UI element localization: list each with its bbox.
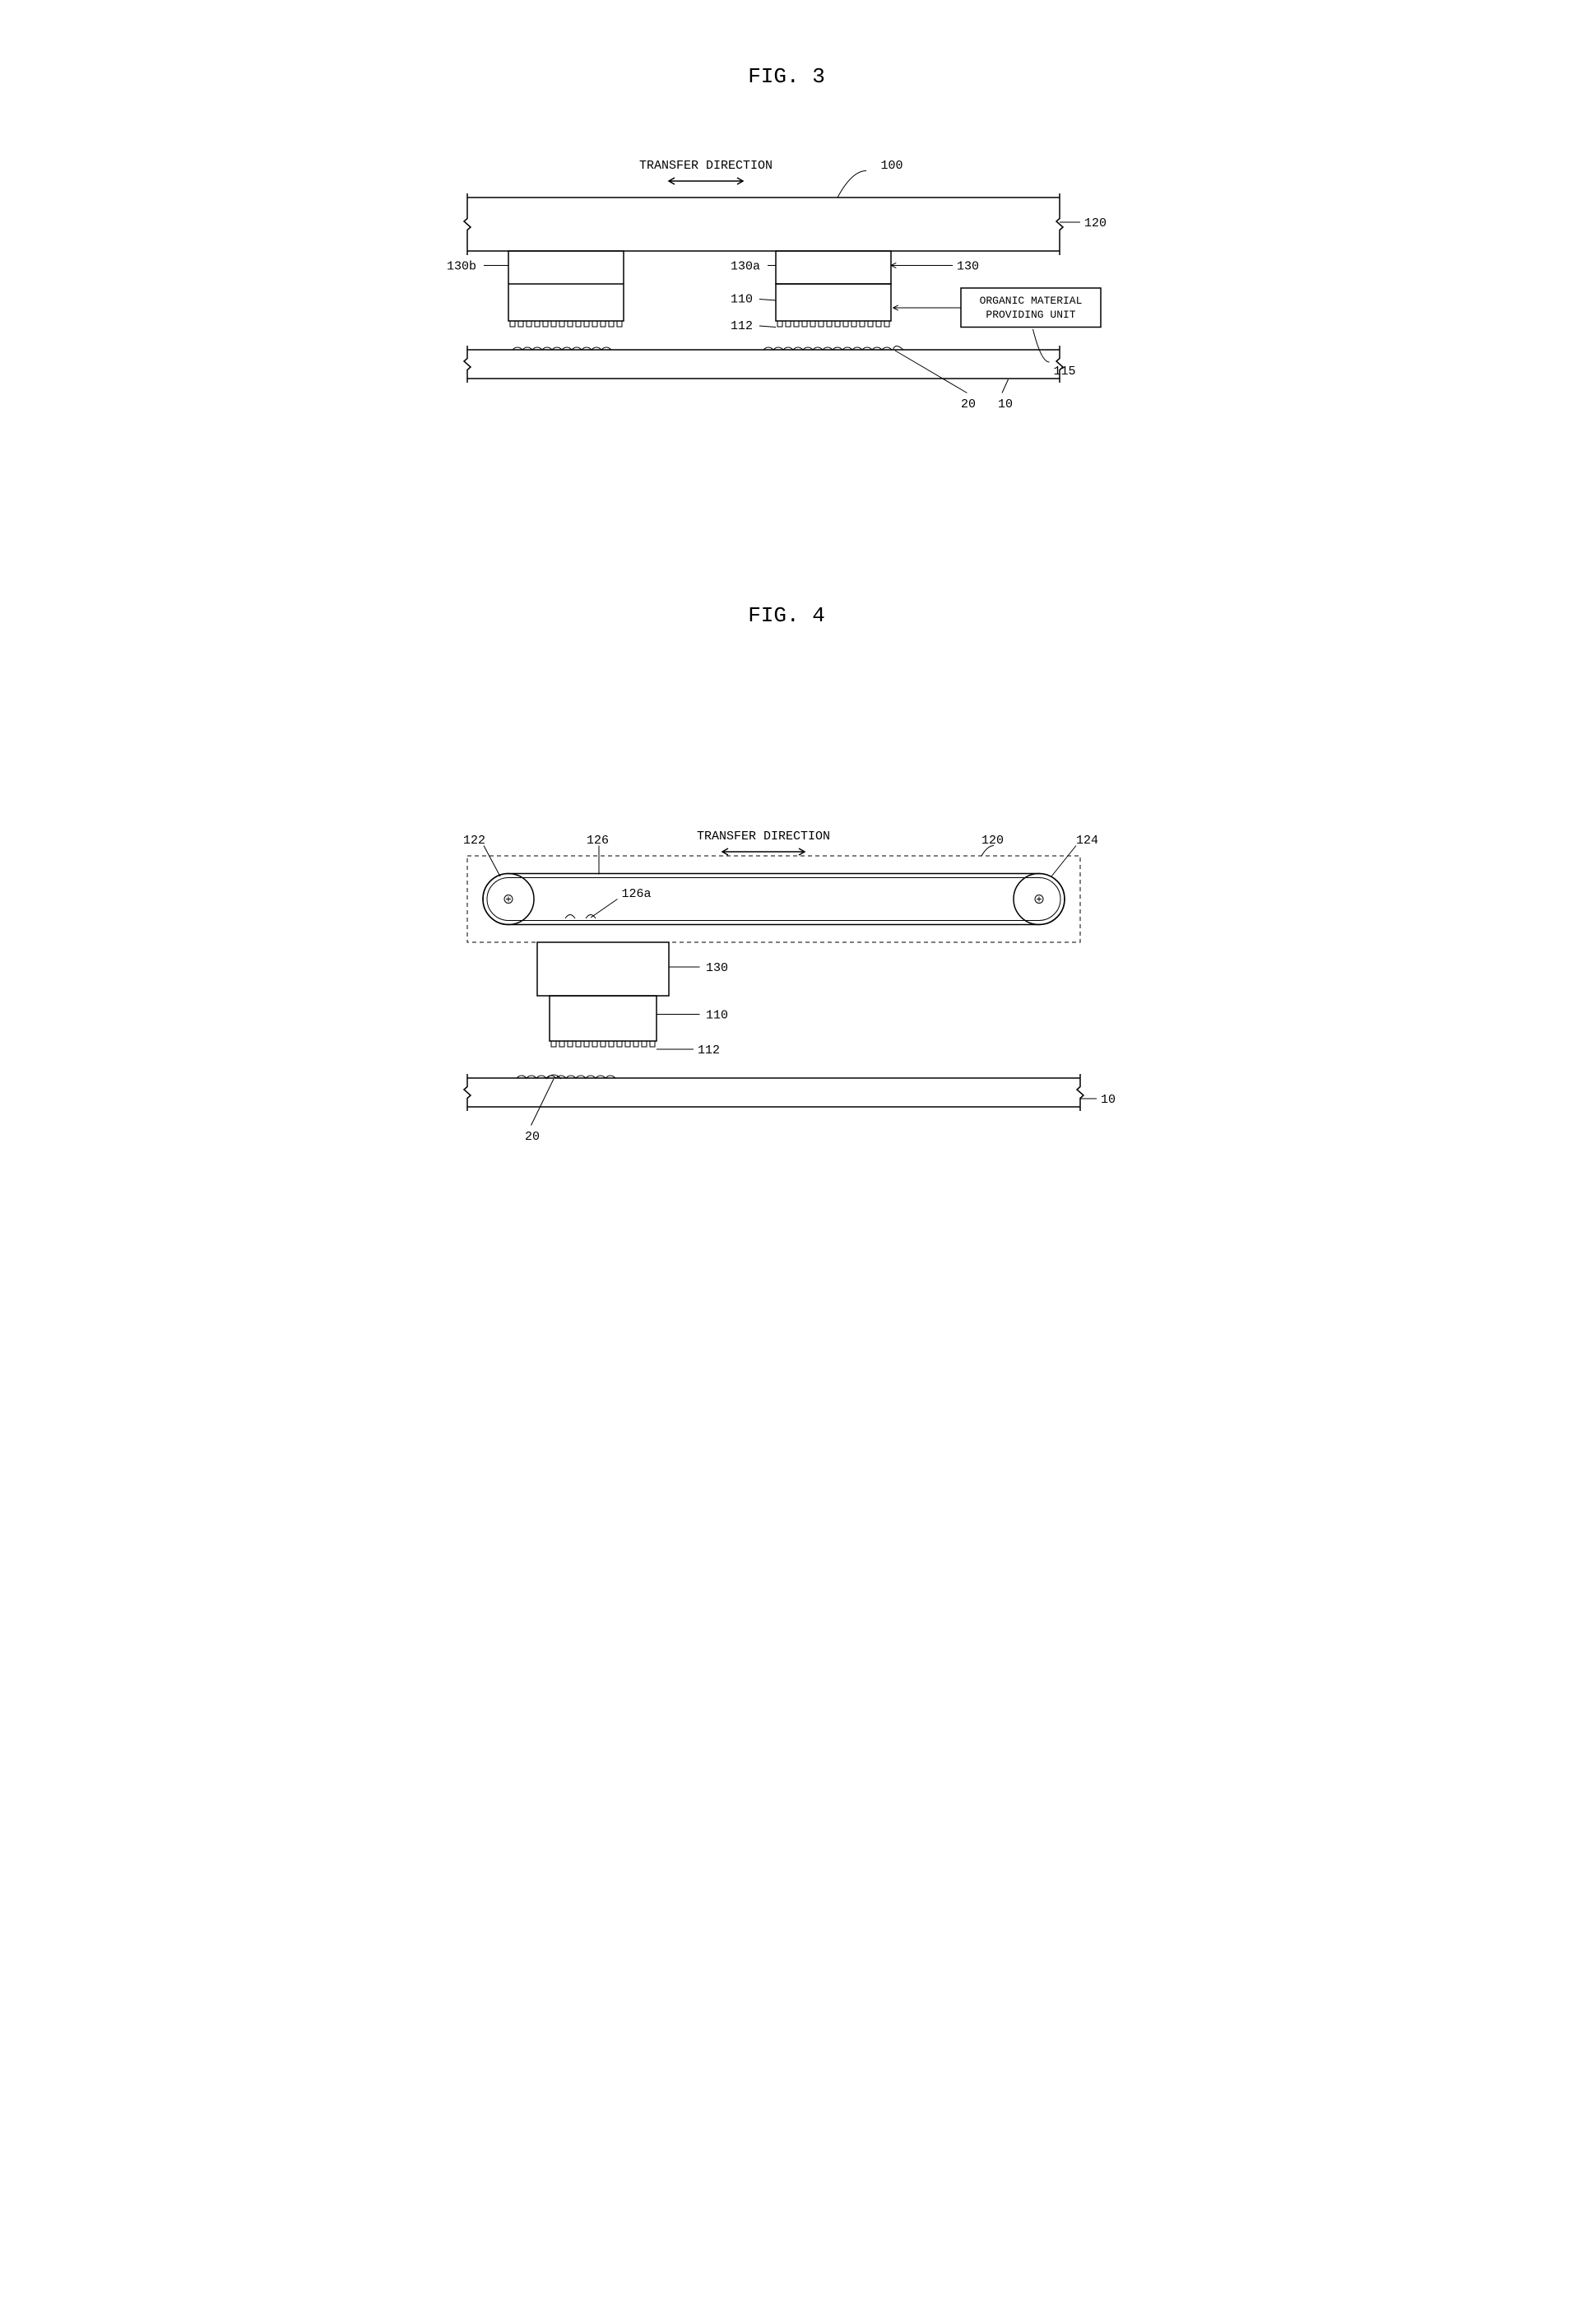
svg-text:126: 126 [587, 834, 609, 848]
svg-text:130: 130 [706, 961, 728, 975]
svg-text:TRANSFER DIRECTION: TRANSFER DIRECTION [639, 159, 773, 173]
svg-text:FIG. 4: FIG. 4 [748, 603, 825, 628]
svg-text:TRANSFER DIRECTION: TRANSFER DIRECTION [697, 830, 830, 844]
diagram-canvas: FIG. 3 TRANSFER DIRECTION 100 120 130b 130a 11… [393, 33, 1180, 1195]
svg-text:10: 10 [998, 397, 1013, 411]
svg-text:110: 110 [731, 293, 753, 307]
svg-text:110: 110 [706, 1009, 728, 1023]
svg-text:FIG. 3: FIG. 3 [748, 64, 825, 89]
svg-text:10: 10 [1101, 1093, 1116, 1107]
svg-text:20: 20 [961, 397, 976, 411]
svg-text:122: 122 [463, 834, 485, 848]
svg-text:130: 130 [957, 260, 979, 274]
svg-text:126a: 126a [622, 887, 652, 901]
svg-text:100: 100 [881, 159, 903, 173]
svg-text:ORGANIC MATERIAL: ORGANIC MATERIAL [980, 295, 1083, 307]
svg-text:130a: 130a [731, 260, 760, 274]
svg-text:112: 112 [698, 1043, 720, 1057]
svg-text:130b: 130b [447, 260, 476, 274]
svg-text:20: 20 [525, 1130, 540, 1144]
svg-text:120: 120 [1084, 216, 1107, 230]
svg-text:112: 112 [731, 319, 753, 333]
svg-text:PROVIDING UNIT: PROVIDING UNIT [986, 309, 1075, 321]
svg-text:124: 124 [1076, 834, 1098, 848]
svg-text:115: 115 [1054, 365, 1076, 379]
